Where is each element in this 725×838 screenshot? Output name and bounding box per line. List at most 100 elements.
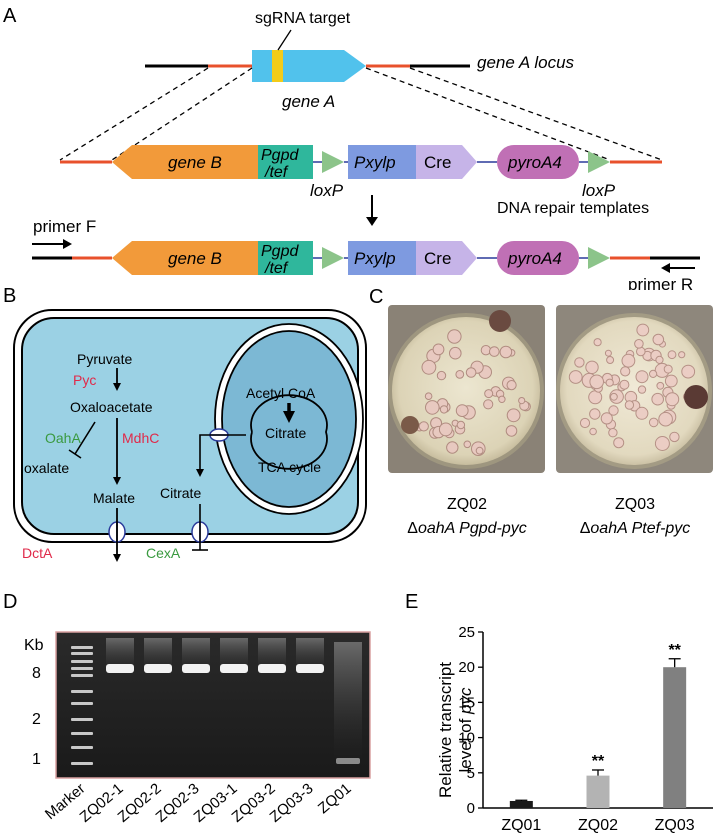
gel-band (220, 664, 248, 673)
y-tick-label: 25 (458, 624, 475, 641)
pgpd-label: Pgpd (261, 147, 299, 164)
ladder-label-2: 2 (32, 711, 41, 728)
colony (449, 346, 462, 360)
plate-zq03-photo (556, 305, 713, 473)
ladder-band (71, 667, 93, 670)
cyto-citrate-label: Citrate (160, 485, 201, 501)
pyruvate-label: Pyruvate (77, 351, 132, 367)
zq02-genotype-text: oahA Pgpd-pyc (417, 520, 527, 537)
templates-label: DNA repair templates (497, 200, 649, 217)
colony (610, 392, 618, 401)
lane-label: ZQ03-3 (267, 780, 317, 826)
colony (589, 408, 601, 420)
dashed-left-inner (111, 67, 253, 161)
gene-b-arrow-integrated (112, 241, 258, 275)
tef-label: /tef (264, 164, 289, 181)
colony (585, 360, 599, 374)
malate-label: Malate (93, 490, 135, 506)
colony (447, 329, 462, 344)
y-axis-label-line2: level of pyc (456, 687, 475, 773)
x-tick-label: ZQ01 (501, 817, 541, 834)
colony (438, 422, 453, 437)
cre-label-integrated: Cre (424, 249, 451, 268)
zq02-genotype: ΔoahA Pgpd-pyc (378, 517, 556, 541)
plate-zq02-photo (388, 305, 545, 473)
dcta-label: DctA (22, 545, 53, 561)
panel-label-d: D (3, 591, 17, 613)
gel-band (144, 664, 172, 673)
colony (506, 408, 521, 423)
kb-label: Kb (24, 637, 44, 654)
gene-a-arrow (252, 50, 366, 82)
primer-f-label: primer F (33, 217, 96, 236)
zq02-name: ZQ02 (446, 496, 487, 513)
gel-smear-zq01 (334, 642, 362, 760)
colony (600, 412, 613, 425)
colony (499, 345, 513, 359)
ladder-band (71, 762, 93, 765)
colony (634, 339, 644, 349)
panel-label-e: E (405, 591, 418, 613)
colony (655, 355, 664, 365)
loxp-triangle-right (588, 151, 610, 173)
gel-band-zq01 (336, 758, 360, 764)
colony (489, 346, 500, 357)
colony (651, 392, 664, 406)
y-tick-label: 0 (467, 800, 475, 817)
zq03-genotype: ΔoahA Ptef-pyc (546, 517, 724, 541)
colony (518, 397, 526, 405)
colony (667, 350, 677, 360)
panel-e: E Relative transcript level of pyc 0 5 10 1… (405, 591, 713, 834)
sgrna-pointer (277, 29, 292, 51)
colony (620, 366, 631, 377)
ladder-band (71, 674, 93, 677)
zq02-delta: Δ (407, 520, 418, 537)
dashed-left-outer (59, 67, 209, 161)
gene-b-label-integrated: gene B (168, 249, 222, 268)
mito-citrate-label: Citrate (265, 425, 306, 441)
tef-label-integrated: /tef (264, 260, 289, 277)
loxp-triangle-right-integrated (588, 247, 610, 269)
pyroa4-label: pyroA4 (507, 153, 562, 172)
colony (636, 346, 646, 357)
oaha-label: OahA (45, 430, 81, 446)
colony (619, 379, 630, 390)
colony (648, 417, 659, 428)
colony (579, 417, 591, 429)
colonies-zq02 (415, 329, 531, 456)
mdhc-label: MdhC (122, 430, 159, 446)
ladder-label-8: 8 (32, 665, 41, 682)
colony (608, 428, 618, 438)
y-axis-label-line1: Relative transcript (436, 662, 455, 798)
colony (436, 370, 447, 381)
sgrna-target-box (272, 50, 283, 82)
gene-b-arrow (112, 145, 258, 179)
colony (635, 370, 649, 384)
ladder-band (71, 702, 93, 705)
colony (678, 351, 686, 359)
gel-band (296, 664, 324, 673)
colony (418, 421, 429, 432)
colony (681, 364, 696, 379)
cre-label: Cre (424, 153, 451, 172)
tca-cycle-loop (250, 394, 328, 470)
colony (588, 390, 603, 405)
colony (635, 406, 649, 420)
pyroa4-label-integrated: pyroA4 (507, 249, 562, 268)
pyc-label: Pyc (73, 372, 96, 388)
dashed-right-inner (365, 67, 611, 161)
y-tick-label: 15 (458, 694, 475, 711)
colony (606, 356, 615, 364)
colony (621, 353, 636, 368)
colony (574, 357, 585, 368)
bar-chart: 0 5 10 15 20 25 ZQ01 ** ZQ02 ** ZQ03 (458, 624, 713, 834)
colony (589, 374, 605, 390)
mitochondrion-inner (221, 330, 357, 508)
ladder-band (71, 690, 93, 693)
bar-zq01 (509, 800, 533, 808)
y-tick-label: 5 (467, 765, 475, 782)
colony (624, 400, 635, 410)
colony (483, 399, 494, 410)
panel-d: D Kb 8 2 1 MarkerZQ02-1ZQ02-2ZQ02-3ZQ03-… (3, 591, 371, 826)
pxylp-label-integrated: Pxylp (354, 249, 396, 268)
